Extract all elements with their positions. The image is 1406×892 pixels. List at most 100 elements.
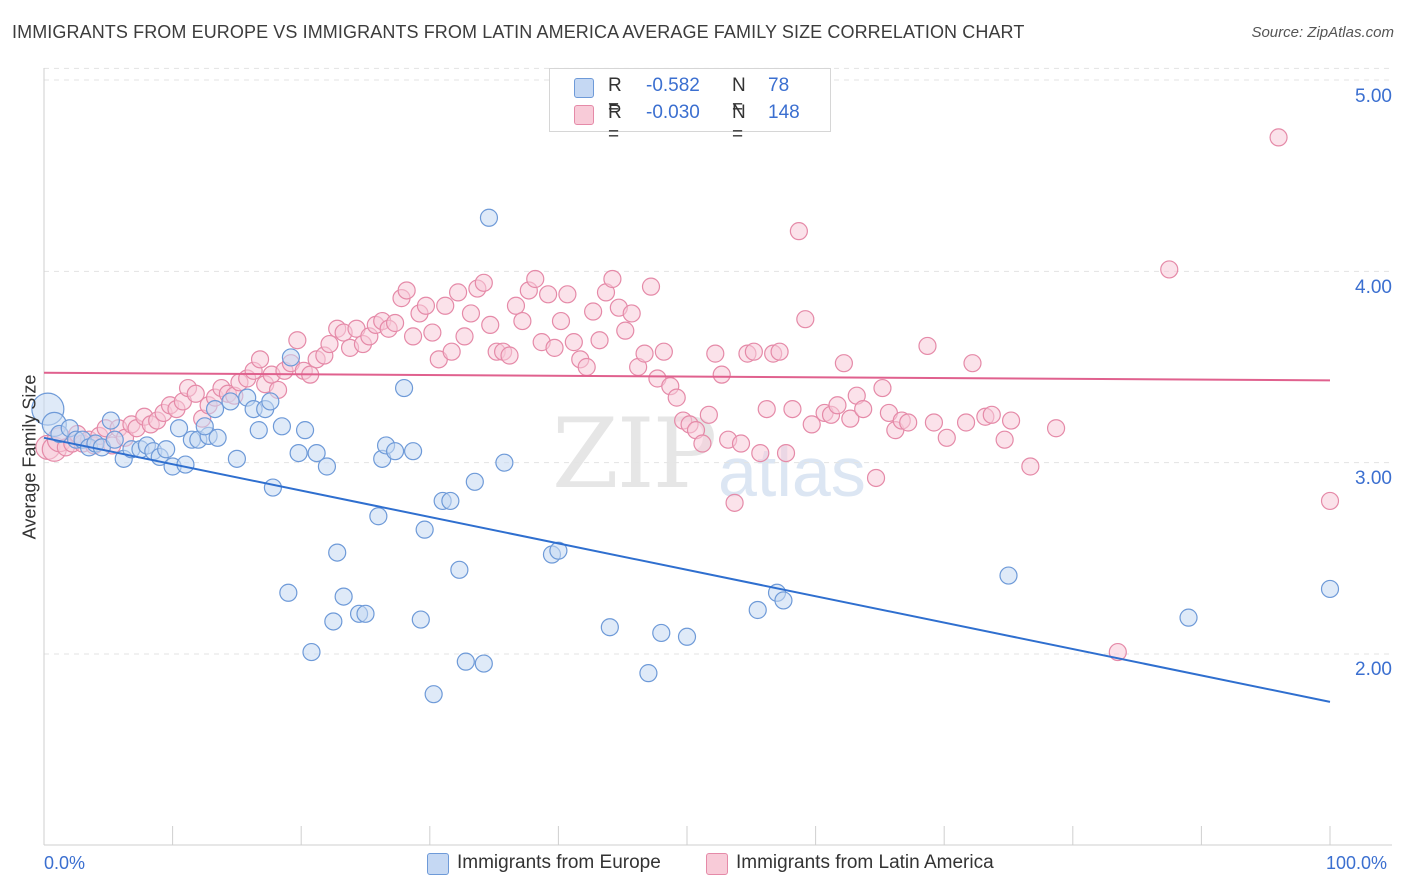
europe-point	[424, 685, 443, 704]
latin-point	[622, 304, 641, 323]
europe-point	[263, 478, 283, 497]
latin-point	[385, 313, 405, 333]
y-tick-label: 5.00	[1355, 86, 1392, 107]
europe-point	[302, 642, 321, 662]
latin-point	[436, 296, 455, 315]
latin-point	[461, 304, 481, 323]
latin-swatch	[706, 853, 728, 875]
europe-point	[157, 440, 176, 459]
y-axis-label: Average Family Size	[19, 374, 40, 540]
europe-point	[639, 664, 658, 683]
chart-title: IMMIGRANTS FROM EUROPE VS IMMIGRANTS FRO…	[12, 22, 1025, 42]
y-tick-label: 2.00	[1355, 659, 1392, 680]
r-label: R =	[608, 102, 622, 145]
series-name: Immigrants from Latin America	[736, 852, 994, 873]
series-name: Immigrants from Europe	[457, 852, 661, 873]
latin-point	[590, 331, 609, 350]
europe-point	[279, 583, 298, 602]
latin-point	[725, 493, 744, 512]
europe-point	[334, 587, 353, 606]
europe-point	[652, 623, 671, 643]
europe-point	[324, 612, 343, 631]
latin-point	[448, 283, 468, 302]
latin-point	[397, 281, 416, 300]
latin-point	[956, 413, 976, 432]
latin-point	[403, 327, 423, 346]
latin-point	[1269, 128, 1288, 147]
europe-point	[307, 444, 326, 463]
europe-point	[450, 560, 469, 579]
latin-point	[918, 336, 937, 356]
latin-point	[1108, 642, 1127, 662]
y-tick-label: 4.00	[1355, 277, 1392, 298]
latin-point	[474, 273, 493, 292]
europe-point	[289, 444, 308, 463]
europe-point	[465, 472, 484, 491]
latin-point	[506, 296, 526, 315]
latin-point	[1001, 411, 1021, 430]
axes	[43, 68, 1392, 846]
latin-point	[455, 327, 474, 346]
n-label: N =	[732, 75, 746, 118]
latin-point	[699, 405, 718, 424]
europe-point	[774, 591, 793, 610]
latin-point	[526, 269, 545, 289]
europe-point	[101, 411, 120, 430]
europe-point	[176, 455, 195, 474]
latin-point	[442, 342, 461, 361]
latin-point	[641, 277, 661, 296]
latin-point	[789, 222, 808, 241]
latin-point	[834, 354, 853, 373]
europe-point	[1320, 579, 1340, 599]
latin-point	[744, 342, 763, 361]
europe-point	[261, 392, 280, 411]
latin-point	[712, 365, 731, 384]
latin-point	[995, 430, 1014, 449]
latin-point	[1046, 419, 1066, 438]
latin-point	[513, 311, 532, 331]
europe-point	[295, 421, 315, 440]
latin-point	[584, 302, 603, 321]
latin-trend-line	[43, 371, 1331, 382]
europe-point	[441, 491, 460, 511]
latin-point	[982, 405, 1001, 424]
latin-point	[854, 399, 873, 419]
latin-point	[423, 323, 442, 342]
europe-point	[479, 208, 499, 227]
latin-point	[841, 409, 860, 428]
latin-swatch	[574, 105, 594, 125]
trend-lines	[43, 371, 1331, 703]
latin-point	[558, 285, 577, 304]
n-value: 148	[768, 102, 800, 123]
latin-point	[250, 350, 270, 369]
series-europe-points	[31, 208, 1340, 704]
latin-point	[731, 434, 751, 453]
latin-point	[500, 346, 519, 365]
y-tick-label: 3.00	[1355, 468, 1392, 489]
n-label: N =	[732, 102, 746, 145]
latin-point	[635, 344, 654, 363]
latin-point	[937, 428, 956, 447]
europe-point	[105, 430, 124, 449]
latin-point	[899, 413, 918, 432]
europe-point	[195, 417, 214, 436]
source-credit: Source: ZipAtlas.com	[1251, 24, 1394, 41]
europe-point	[328, 543, 347, 562]
latin-point	[963, 354, 982, 373]
europe-trend-line	[43, 436, 1331, 703]
europe-point	[169, 419, 189, 438]
latin-point	[551, 311, 571, 331]
latin-point	[796, 310, 815, 329]
europe-swatch	[574, 78, 594, 98]
n-value: 78	[768, 75, 790, 96]
latin-point	[616, 321, 635, 340]
latin-point	[667, 388, 686, 407]
latin-point	[577, 357, 596, 377]
europe-point	[281, 348, 301, 367]
europe-point	[403, 442, 423, 461]
latin-point	[539, 285, 558, 304]
x-tick-label: 0.0%	[44, 853, 86, 873]
europe-point	[495, 453, 514, 472]
europe-point	[272, 417, 292, 436]
